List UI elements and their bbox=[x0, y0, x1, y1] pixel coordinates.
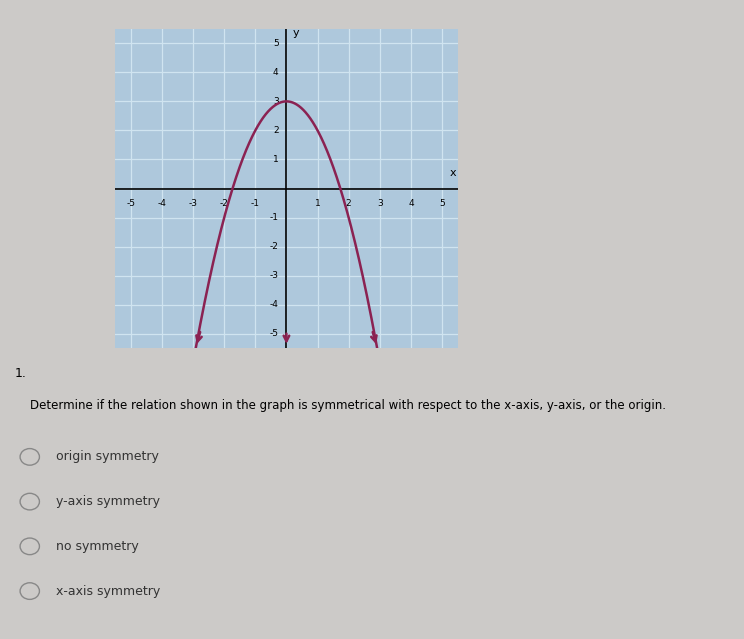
Text: no symmetry: no symmetry bbox=[56, 540, 138, 553]
Text: 5: 5 bbox=[439, 199, 445, 208]
Text: -2: -2 bbox=[219, 199, 228, 208]
Text: 1: 1 bbox=[315, 199, 321, 208]
Text: 4: 4 bbox=[273, 68, 279, 77]
Text: -1: -1 bbox=[269, 213, 279, 222]
Text: x: x bbox=[449, 168, 456, 178]
Text: 5: 5 bbox=[273, 39, 279, 48]
Text: -5: -5 bbox=[269, 329, 279, 338]
Text: -4: -4 bbox=[158, 199, 167, 208]
Text: x-axis symmetry: x-axis symmetry bbox=[56, 585, 160, 597]
Text: origin symmetry: origin symmetry bbox=[56, 450, 158, 463]
Text: 3: 3 bbox=[377, 199, 382, 208]
Text: 3: 3 bbox=[273, 97, 279, 106]
Text: y: y bbox=[292, 28, 299, 38]
Text: 1: 1 bbox=[273, 155, 279, 164]
Text: y-axis symmetry: y-axis symmetry bbox=[56, 495, 160, 508]
Text: 2: 2 bbox=[346, 199, 351, 208]
Text: Determine if the relation shown in the graph is symmetrical with respect to the : Determine if the relation shown in the g… bbox=[30, 399, 666, 412]
Text: 4: 4 bbox=[408, 199, 414, 208]
Text: -1: -1 bbox=[251, 199, 260, 208]
Text: -5: -5 bbox=[126, 199, 135, 208]
Text: -3: -3 bbox=[188, 199, 198, 208]
Text: 1.: 1. bbox=[15, 367, 27, 380]
Text: 2: 2 bbox=[273, 126, 279, 135]
Text: -3: -3 bbox=[269, 271, 279, 280]
Text: -4: -4 bbox=[270, 300, 279, 309]
Text: -2: -2 bbox=[270, 242, 279, 251]
